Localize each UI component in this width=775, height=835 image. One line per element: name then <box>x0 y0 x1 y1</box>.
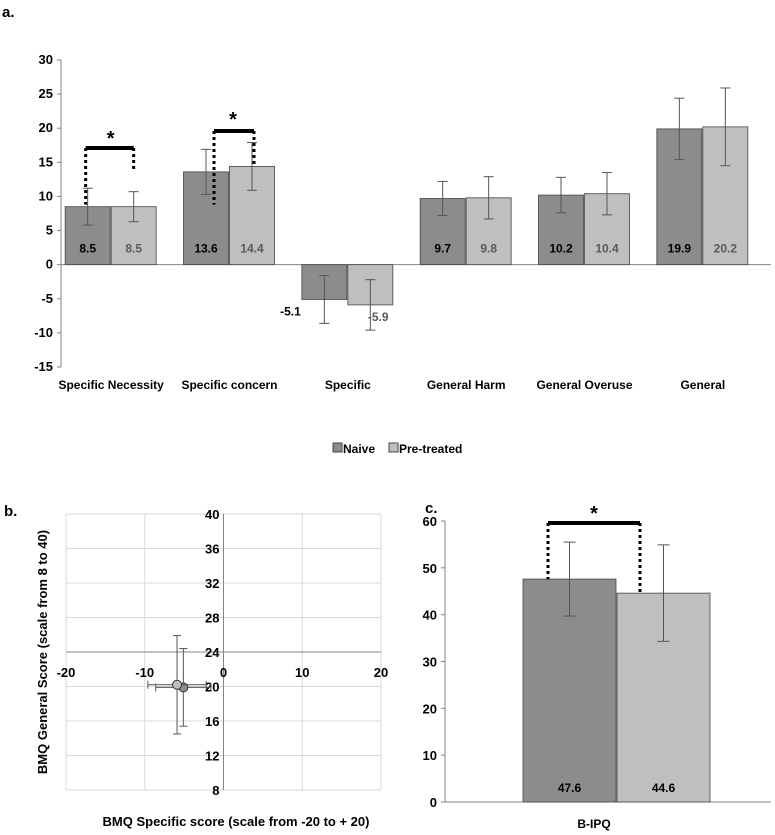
y-tick-label: -15 <box>34 359 53 374</box>
data-label: 10.4 <box>595 242 619 256</box>
panel-a-legend: Naive Pre-treated <box>332 442 462 456</box>
legend-naive-swatch <box>332 442 343 453</box>
significance-star: * <box>590 503 598 525</box>
y-tick-label: 16 <box>205 714 219 729</box>
y-tick-label: 36 <box>205 542 219 557</box>
y-tick-label: 30 <box>423 655 437 670</box>
y-tick-label: 20 <box>205 680 219 695</box>
y-tick-label: 40 <box>423 608 437 623</box>
y-tick-label: 50 <box>423 561 437 576</box>
category-label: Specific Necessity <box>58 378 164 392</box>
data-label: -5.1 <box>280 304 301 318</box>
data-label: 8.5 <box>79 242 96 256</box>
category-label: Specific <box>325 378 371 392</box>
data-label: 14.4 <box>240 242 264 256</box>
y-tick-label: 20 <box>39 120 53 135</box>
scatter-point <box>172 679 183 690</box>
x-tick-label: -10 <box>135 665 154 680</box>
category-label: General Harm <box>427 378 506 392</box>
y-tick-label: 20 <box>423 701 437 716</box>
category-label: General Overuse <box>536 378 632 392</box>
data-label: 8.5 <box>125 242 142 256</box>
legend-pretreated-swatch <box>388 442 399 453</box>
panel-c-bar-chart: 0 10 20 30 40 50 60 47.6 44.6 * <box>423 503 771 810</box>
y-tick-label: 40 <box>205 507 219 522</box>
panel-b-x-axis-title: BMQ Specific score (scale from -20 to + … <box>103 814 370 829</box>
data-label: 13.6 <box>194 242 218 256</box>
y-tick-label: 30 <box>39 52 53 67</box>
data-label: 19.9 <box>668 242 692 256</box>
data-label: 9.7 <box>434 242 451 256</box>
x-tick-label: 10 <box>295 665 309 680</box>
data-label: 44.6 <box>652 781 676 795</box>
y-tick-label: 32 <box>205 576 219 591</box>
significance-star: * <box>107 128 115 150</box>
bar <box>110 206 157 266</box>
panel-b-scatter-chart: -20 -10 0 10 20 8 12 16 20 24 28 32 36 40 <box>57 507 389 798</box>
y-tick-label: 12 <box>205 749 219 764</box>
y-tick-label: -5 <box>41 291 53 306</box>
y-tick-label: 25 <box>39 86 53 101</box>
y-tick-label: 0 <box>430 795 437 810</box>
panel-c-x-axis-title: B-IPQ <box>577 817 610 831</box>
panel-a-bar-chart: -15 -10 -5 0 5 10 15 20 25 30 Specific Necessity 8.… <box>34 52 771 392</box>
legend-naive-label: Naive <box>343 442 375 456</box>
y-tick-label: 28 <box>205 611 219 626</box>
y-tick-label: 24 <box>205 645 220 660</box>
y-tick-label: 5 <box>46 223 53 238</box>
x-tick-label: 0 <box>220 665 227 680</box>
panel-b-y-axis-title: BMQ General Score (scale from 8 to 40) <box>35 530 50 774</box>
x-tick-label: 20 <box>374 665 388 680</box>
y-tick-label: 0 <box>46 257 53 272</box>
y-tick-label: -10 <box>34 325 53 340</box>
y-tick-label: 8 <box>212 783 219 798</box>
significance-star: * <box>229 109 237 131</box>
legend-pretreated-label: Pre-treated <box>399 442 462 456</box>
y-tick-label: 10 <box>39 188 53 203</box>
panel-a-letter: a. <box>2 4 15 21</box>
panel-c-letter: c. <box>425 500 438 517</box>
panel-b-letter: b. <box>4 503 17 520</box>
category-label: Specific concern <box>181 378 277 392</box>
x-tick-label: -20 <box>57 665 76 680</box>
data-label: 10.2 <box>549 242 573 256</box>
data-label: -5.9 <box>368 310 389 324</box>
category-label: General <box>680 378 725 392</box>
data-label: 20.2 <box>714 242 738 256</box>
y-tick-label: 15 <box>39 154 53 169</box>
data-label: 9.8 <box>480 242 497 256</box>
data-label: 47.6 <box>558 781 582 795</box>
y-tick-label: 60 <box>423 514 437 529</box>
y-tick-label: 10 <box>423 748 437 763</box>
